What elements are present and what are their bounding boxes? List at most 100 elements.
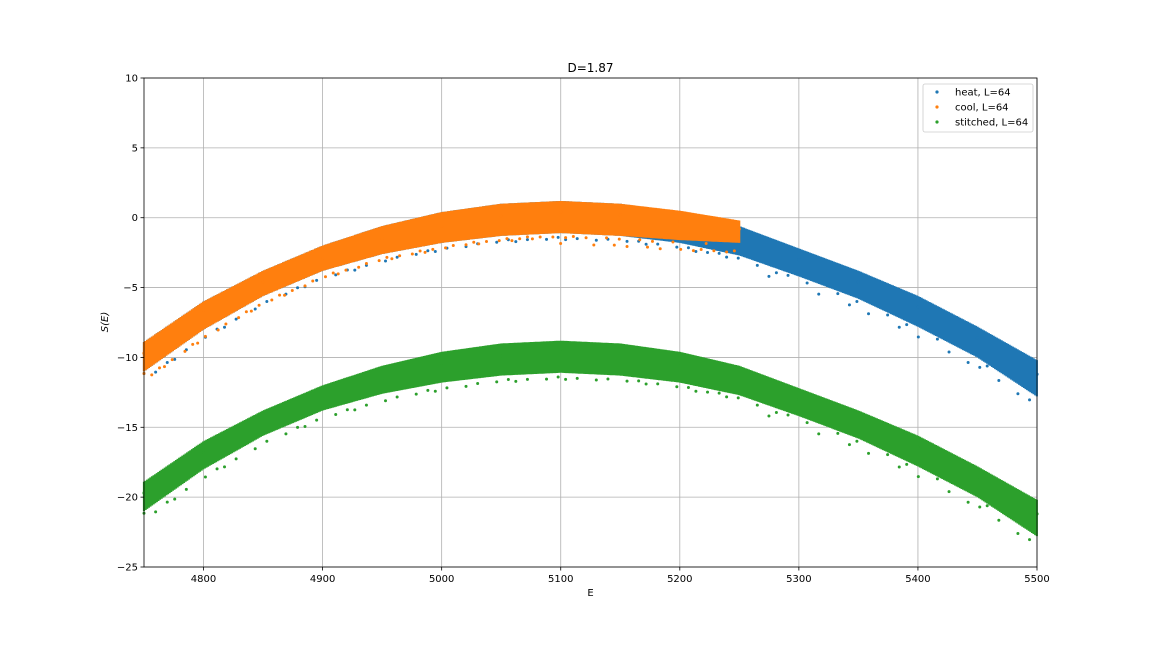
data-point [679, 247, 683, 251]
data-point [506, 378, 510, 382]
data-point [836, 431, 840, 435]
data-point [196, 341, 200, 345]
data-point [736, 256, 740, 260]
data-point [717, 391, 721, 395]
data-point [525, 238, 529, 242]
data-point [433, 250, 437, 254]
data-point [966, 500, 970, 504]
data-point [215, 467, 219, 471]
legend-marker-stitched [935, 120, 939, 124]
data-point [170, 358, 174, 362]
data-point [364, 403, 368, 407]
data-point [551, 235, 555, 239]
data-point [380, 376, 384, 380]
data-point [464, 384, 468, 388]
x-tick-label: 5000 [429, 574, 454, 585]
data-point [265, 439, 269, 443]
data-point [817, 432, 821, 436]
data-point [916, 305, 920, 309]
data-point [545, 237, 549, 241]
data-point [234, 317, 238, 321]
data-point [495, 380, 499, 384]
series-layer [142, 201, 1039, 542]
data-point [249, 309, 253, 313]
data-point [671, 240, 675, 244]
data-point [323, 275, 327, 279]
data-point [625, 379, 629, 383]
data-point [644, 382, 648, 386]
data-point [1016, 532, 1020, 536]
data-point [644, 242, 648, 246]
data-point [686, 385, 690, 389]
data-point [270, 298, 274, 302]
data-point [856, 420, 861, 424]
data-point [736, 396, 740, 400]
data-point [978, 505, 982, 509]
data-point [518, 237, 522, 241]
data-point [767, 414, 771, 418]
data-point [440, 364, 444, 368]
data-point [162, 365, 166, 369]
data-point [691, 249, 695, 253]
data-point [201, 450, 206, 455]
data-point [675, 385, 679, 389]
data-point [625, 239, 629, 243]
data-point [856, 280, 861, 284]
data-point [975, 475, 980, 480]
tick-layer: 4800 4900 5000 5100 5200 5300 5400 5500 10 5 0 −5 −1… [117, 74, 1050, 586]
data-point [477, 242, 481, 246]
data-point [234, 457, 238, 461]
plot-frame [143, 77, 1038, 568]
data-point [797, 258, 801, 262]
data-point [499, 354, 503, 358]
data-point [410, 252, 414, 256]
data-point [344, 268, 348, 272]
data-point [431, 247, 435, 251]
data-point [426, 249, 430, 253]
data-point [706, 390, 710, 394]
data-point [191, 342, 195, 346]
data-point [975, 336, 980, 340]
data-point [985, 504, 989, 508]
data-point [584, 236, 588, 240]
data-point [484, 239, 488, 243]
y-tick-label: 5 [132, 143, 138, 154]
data-point [916, 475, 920, 479]
data-point [395, 395, 399, 399]
data-point [334, 273, 338, 277]
data-point [575, 376, 579, 380]
data-point [699, 247, 703, 251]
data-point [625, 245, 629, 249]
data-point [476, 381, 480, 385]
data-point [311, 279, 315, 283]
data-point [935, 477, 939, 481]
data-point [786, 273, 790, 277]
data-point [886, 453, 890, 457]
data-point [525, 235, 529, 239]
data-point [237, 316, 241, 320]
data-point [444, 246, 448, 250]
data-point [545, 377, 549, 381]
legend-box [922, 83, 1034, 133]
data-point [612, 243, 616, 247]
chart-title: D=1.87 [567, 61, 613, 75]
data-point [847, 303, 851, 307]
data-point [418, 249, 422, 253]
data-point [947, 350, 951, 354]
data-point [525, 377, 529, 381]
data-point [897, 465, 901, 469]
data-point [575, 237, 579, 241]
data-point [414, 392, 418, 396]
y-tick-label: 10 [125, 74, 138, 85]
data-point [645, 245, 649, 249]
data-point [315, 278, 319, 282]
data-point [704, 242, 708, 246]
data-point [737, 375, 741, 379]
data-point [985, 364, 989, 368]
data-point [706, 250, 710, 254]
data-point [556, 375, 560, 379]
data-point [505, 237, 509, 241]
data-point [253, 447, 257, 451]
data-point [278, 293, 282, 297]
data-point [686, 246, 690, 250]
